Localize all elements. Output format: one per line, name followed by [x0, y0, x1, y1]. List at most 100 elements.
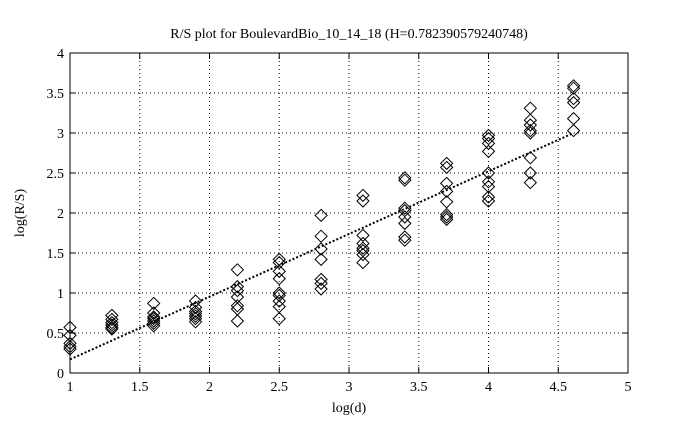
data-point [314, 208, 328, 223]
data-point [398, 210, 412, 224]
y-tick-label: 1 [57, 287, 64, 302]
data-point [272, 264, 286, 279]
data-point [566, 79, 581, 93]
data-point [439, 156, 454, 171]
data-point [481, 175, 496, 189]
chart-title: R/S plot for BoulevardBio_10_14_18 (H=0.… [170, 27, 528, 42]
data-point [523, 175, 538, 190]
data-point [481, 131, 496, 146]
x-tick-label: 1.5 [131, 380, 149, 395]
data-point [439, 207, 454, 222]
data-point [398, 171, 412, 185]
data-point [188, 294, 203, 308]
data-point [481, 179, 496, 194]
x-axis-label: log(d) [332, 401, 367, 416]
data-point [523, 123, 538, 138]
y-tick-label: 2.5 [47, 167, 65, 182]
y-tick-labels: 0 0.5 1 1.5 2 2.5 3 3.5 4 [47, 47, 65, 382]
data-point [146, 310, 161, 324]
data-point [566, 81, 581, 95]
data-point [146, 306, 161, 320]
data-point [105, 315, 119, 330]
data-points [63, 79, 581, 356]
data-point [523, 113, 538, 127]
data-point [230, 299, 245, 313]
data-point [188, 307, 203, 321]
data-point [523, 151, 538, 165]
data-point [272, 288, 286, 303]
y-tick-label: 0.5 [47, 327, 65, 342]
data-point [356, 255, 370, 270]
data-point [566, 123, 581, 138]
data-point [398, 173, 412, 187]
x-tick-label: 2.5 [271, 380, 289, 395]
y-tick-label: 2 [57, 207, 64, 222]
data-point [230, 263, 245, 277]
data-point [105, 320, 119, 335]
x-tick-label: 2 [206, 380, 213, 395]
fit-line-group [69, 132, 575, 361]
data-point [356, 247, 370, 262]
data-point [398, 230, 412, 244]
data-point [105, 318, 119, 332]
x-tick-label: 3 [346, 380, 353, 395]
data-point [63, 336, 77, 351]
data-point [523, 166, 538, 180]
data-point [356, 188, 370, 203]
data-point [481, 194, 496, 208]
data-point [481, 144, 496, 159]
data-point [523, 101, 538, 115]
data-point [523, 126, 538, 140]
data-point [356, 241, 370, 255]
data-point [356, 228, 370, 243]
data-point [356, 194, 370, 208]
data-point [439, 176, 454, 191]
x-tick-labels: 1 1.5 2 2.5 3 3.5 4 4.5 5 [67, 380, 632, 395]
data-point [314, 282, 328, 296]
data-point [188, 309, 203, 323]
data-point [188, 304, 203, 319]
data-point [272, 286, 286, 300]
grid-lines [70, 53, 628, 373]
data-point [314, 272, 328, 287]
data-point [398, 201, 412, 215]
x-tick-label: 3.5 [410, 380, 428, 395]
data-point [398, 216, 412, 231]
data-point [146, 314, 161, 328]
data-point [63, 328, 77, 343]
data-point [188, 311, 203, 326]
tick-marks [69, 52, 629, 374]
data-point [314, 252, 328, 267]
data-point [146, 316, 161, 331]
data-point [63, 320, 77, 335]
x-tick-label: 4.5 [550, 380, 568, 395]
data-point [439, 195, 454, 209]
data-point [146, 319, 161, 333]
data-point [398, 233, 412, 247]
data-point [272, 311, 286, 326]
data-point [314, 276, 328, 291]
data-point [481, 136, 496, 151]
data-point [439, 212, 454, 227]
data-point [188, 300, 203, 315]
y-tick-label: 3 [57, 127, 64, 142]
data-point [272, 255, 286, 270]
data-point [63, 339, 77, 354]
data-point [439, 184, 454, 199]
data-point [481, 128, 496, 143]
x-tick-label: 1 [67, 380, 74, 395]
data-point [439, 210, 454, 224]
data-point [523, 118, 538, 132]
fit-line [69, 132, 575, 361]
data-point [63, 342, 77, 356]
data-point [272, 294, 286, 308]
x-tick-label: 5 [625, 380, 632, 395]
data-point [146, 311, 161, 326]
data-point [566, 111, 581, 126]
data-point [146, 296, 161, 311]
data-point [566, 91, 581, 106]
data-point [230, 314, 245, 328]
data-point [481, 166, 496, 180]
